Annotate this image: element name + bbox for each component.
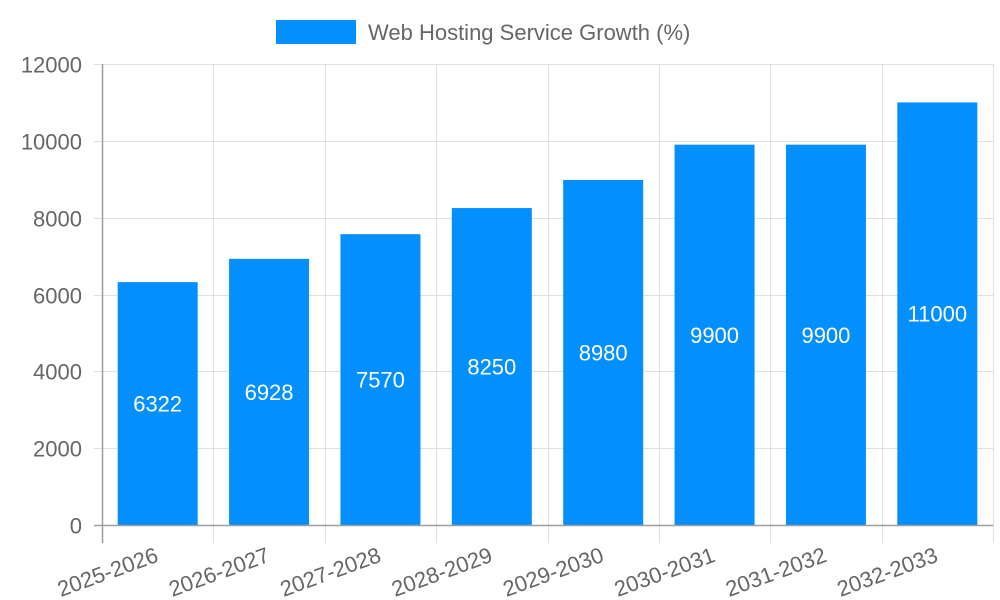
y-axis: 0 2000 4000 6000 8000 10000 12000 [21,53,82,539]
legend-label: Web Hosting Service Growth (%) [368,20,690,45]
bar-value-label: 8980 [579,341,628,366]
x-tick-label: 2025-2026 [54,542,161,600]
bar[interactable] [229,258,310,525]
bar[interactable] [785,144,866,526]
bar-value-label: 11000 [908,302,968,327]
x-tick-label: 2029-2030 [499,542,606,600]
y-tick-label: 6000 [33,284,82,309]
legend[interactable]: Web Hosting Service Growth (%) [276,20,690,45]
bar[interactable] [897,102,978,526]
y-tick-label: 10000 [21,130,82,155]
grid-lines [94,64,994,543]
y-tick-label: 8000 [33,207,82,232]
x-tick-label: 2028-2029 [388,542,495,600]
x-tick-label: 2027-2028 [277,542,384,600]
bar-value-label: 8250 [467,355,516,380]
x-tick-label: 2032-2033 [834,542,941,600]
bar-value-label: 6322 [133,392,182,417]
bars: 6322 6928 7570 8250 8980 9900 9900 11000 [117,102,978,526]
y-tick-label: 0 [70,514,82,539]
bar[interactable] [451,208,532,525]
x-tick-label: 2031-2032 [722,542,829,600]
bar[interactable] [674,144,755,526]
bar[interactable] [563,180,644,526]
bar-value-label: 9900 [690,323,739,348]
y-tick-label: 2000 [33,437,82,462]
x-tick-label: 2026-2027 [165,542,272,600]
bar-value-label: 6928 [245,380,294,405]
y-tick-label: 12000 [21,53,82,78]
y-tick-label: 4000 [33,360,82,385]
x-tick-label: 2030-2031 [611,542,718,600]
bar[interactable] [340,234,421,525]
legend-swatch [276,20,356,44]
bar-value-label: 9900 [801,323,850,348]
bar[interactable] [117,282,198,525]
bar-value-label: 7570 [356,368,405,393]
